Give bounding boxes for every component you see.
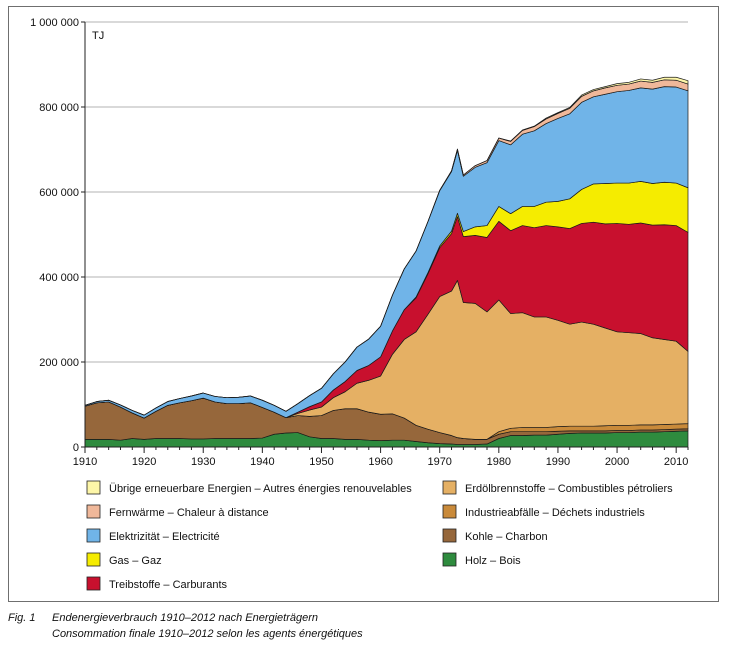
x-tick-label: 1950 xyxy=(309,456,333,468)
y-tick-label: 1 000 000 xyxy=(30,17,79,29)
figure-caption: Fig. 1 Endenergieverbrauch 1910–2012 nach… xyxy=(8,610,719,642)
caption-german: Endenergieverbrauch 1910–2012 nach Energ… xyxy=(52,612,319,624)
legend-label-right-3: Holz – Bois xyxy=(465,555,521,567)
legend-swatch-left-4 xyxy=(86,576,101,591)
x-tick-label: 2000 xyxy=(605,456,629,468)
legend-label-left-0: Übrige erneuerbare Energien – Autres éne… xyxy=(109,483,412,495)
chart-frame: 0 200 000 400 000 600 000 800 000 1 000 000 19… xyxy=(8,6,719,602)
x-tick-label: 1980 xyxy=(487,456,511,468)
x-tick-label: 1910 xyxy=(73,456,97,468)
legend-swatch-left-2 xyxy=(86,528,101,543)
x-tick-label: 1970 xyxy=(427,456,451,468)
legend-label-left-3: Gas – Gaz xyxy=(109,555,162,567)
legend-swatch-left-1 xyxy=(86,504,101,519)
legend-swatch-right-2 xyxy=(442,528,457,543)
energy-consumption-chart: 0 200 000 400 000 600 000 800 000 1 000 000 19… xyxy=(30,17,689,591)
x-tick-label: 2010 xyxy=(664,456,688,468)
legend-swatch-left-3 xyxy=(86,552,101,567)
y-tick-label: 0 xyxy=(73,442,79,454)
caption-french: Consommation finale 1910–2012 selon les … xyxy=(52,628,363,640)
x-tick-label: 1920 xyxy=(132,456,156,468)
area-series-8 xyxy=(84,76,689,416)
x-tick-label: 1960 xyxy=(368,456,392,468)
y-tick-label: 600 000 xyxy=(39,187,79,199)
legend-swatch-left-0 xyxy=(86,480,101,495)
legend-label-left-1: Fernwärme – Chaleur à distance xyxy=(109,507,269,519)
legend-label-right-1: Industrieabfälle – Déchets industriels xyxy=(465,507,645,519)
legend-swatch-right-1 xyxy=(442,504,457,519)
y-tick-label: 800 000 xyxy=(39,102,79,114)
legend-swatch-right-0 xyxy=(442,480,457,495)
x-tick-label: 1940 xyxy=(250,456,274,468)
x-tick-label: 1990 xyxy=(546,456,570,468)
legend-label-left-2: Elektrizität – Electricité xyxy=(109,531,220,543)
legend-label-right-2: Kohle – Charbon xyxy=(465,531,548,543)
legend-label-left-4: Treibstoffe – Carburants xyxy=(109,579,228,591)
legend-label-right-0: Erdölbrennstoffe – Combustibles pétrolie… xyxy=(465,483,673,495)
x-tick-label: 1930 xyxy=(191,456,215,468)
legend-swatch-right-3 xyxy=(442,552,457,567)
y-tick-label: 400 000 xyxy=(39,272,79,284)
figure-label: Fig. 1 xyxy=(8,612,36,624)
unit-label: TJ xyxy=(92,30,104,42)
y-tick-label: 200 000 xyxy=(39,357,79,369)
